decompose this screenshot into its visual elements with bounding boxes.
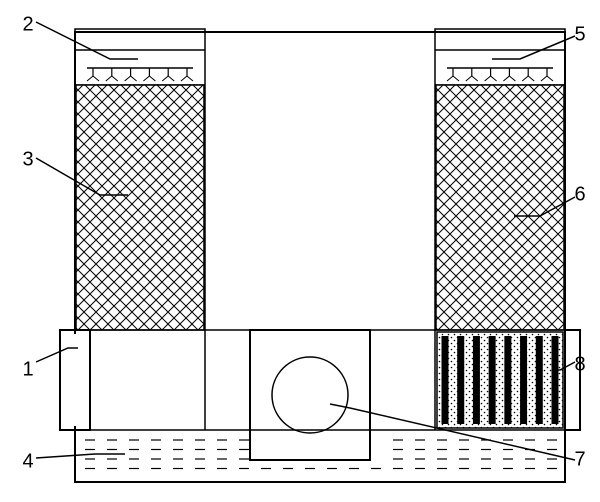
leader-2 — [36, 22, 138, 59]
label-text-1: 1 — [22, 358, 33, 380]
leader-5 — [492, 36, 575, 59]
left-spray-header — [87, 68, 193, 81]
leader-4 — [36, 454, 125, 458]
heater-bar — [504, 336, 511, 424]
left-packing — [76, 85, 204, 330]
heater-bar — [442, 336, 449, 424]
label-text-5: 5 — [574, 23, 585, 45]
heater-bar — [520, 336, 527, 424]
heater-bar — [552, 336, 559, 424]
heater-bar — [457, 336, 464, 424]
right-outlet — [565, 330, 580, 430]
heater-bar — [473, 336, 480, 424]
heater-bar — [489, 336, 496, 424]
label-text-3: 3 — [22, 148, 33, 170]
label-text-6: 6 — [574, 183, 585, 205]
label-text-2: 2 — [22, 13, 33, 35]
heater-zone-bg — [437, 332, 563, 428]
label-text-4: 4 — [22, 450, 33, 472]
right-spray-header — [447, 68, 553, 81]
heater-bar — [536, 336, 543, 424]
fan-housing — [250, 330, 370, 460]
label-text-7: 7 — [574, 448, 585, 470]
right-packing — [436, 85, 564, 330]
label-1: 1 — [22, 348, 78, 380]
leader-1 — [36, 348, 78, 362]
label-2: 2 — [22, 13, 138, 59]
label-text-8: 8 — [574, 353, 585, 375]
right-top-cap — [435, 29, 565, 32]
left-top-cap — [75, 29, 205, 32]
